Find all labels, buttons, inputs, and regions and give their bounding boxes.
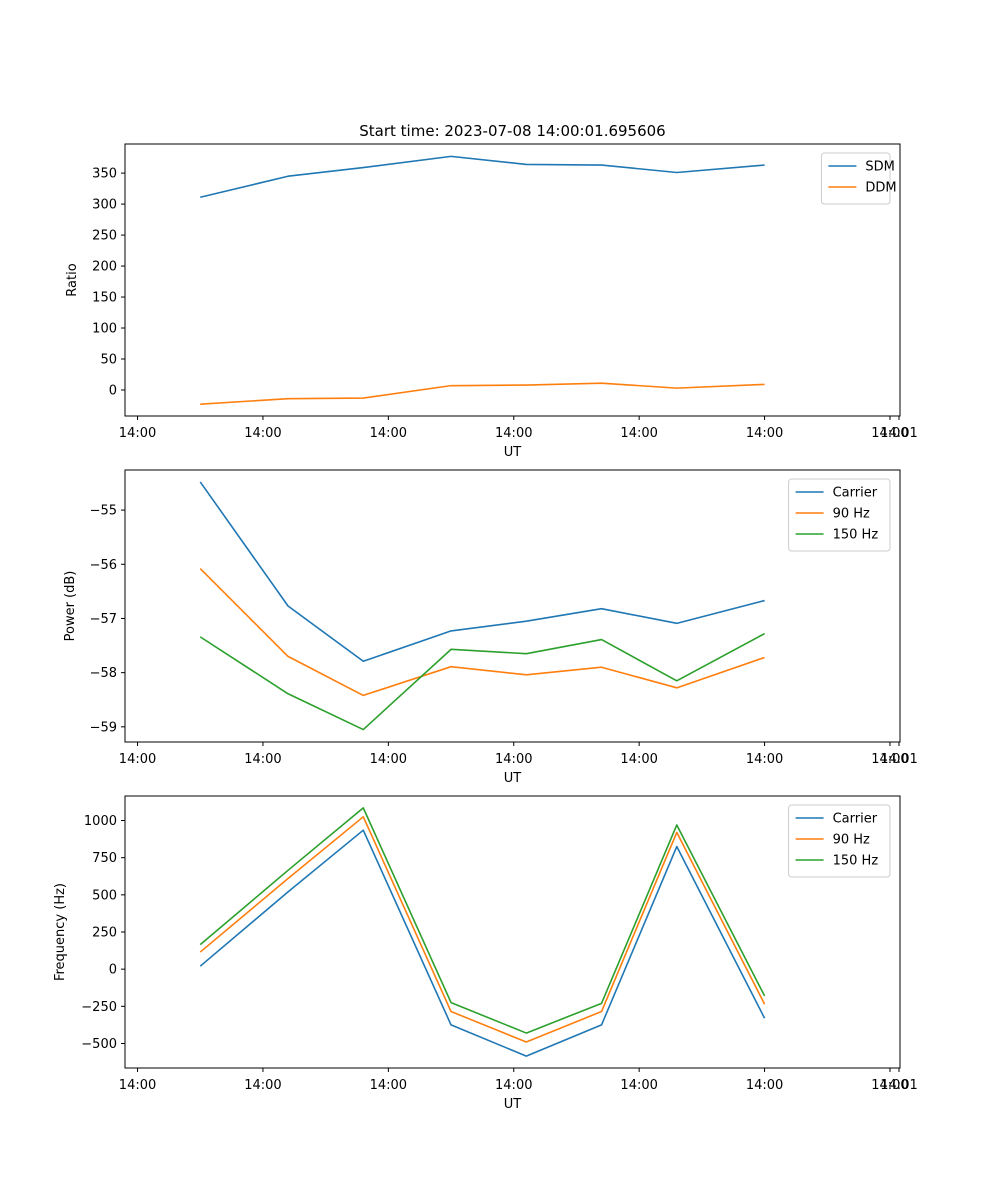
y-tick-label: 100 [92, 322, 117, 337]
x-tick-label: 14:00 [871, 752, 908, 767]
x-tick-label: 14:00 [871, 1078, 908, 1093]
x-tick-label: 14:01 [880, 1078, 917, 1093]
x-tick-label: 14:00 [495, 426, 532, 441]
y-tick-label: 300 [92, 198, 117, 213]
y-tick-label: 500 [92, 888, 117, 903]
power-panel: 14:00 14:00 14:00 14:00 14:00 14:00 14:0014:01… [63, 469, 918, 786]
y-axis-label: Frequency (Hz) [53, 883, 68, 981]
y-tick-label: −250 [81, 1000, 117, 1015]
y-tick-label: −56 [90, 558, 117, 573]
legend-box [788, 478, 891, 552]
legend-label: SDM [865, 160, 894, 175]
y-axis-label: Power (dB) [63, 571, 78, 642]
y-tick-label: 200 [92, 260, 117, 275]
ratio-panel: 14:00 14:00 14:00 14:00 14:00 14:00 14:0014:01… [65, 143, 918, 460]
x-tick-label: 14:00 [244, 1078, 281, 1093]
y-tick-label: −59 [90, 720, 117, 735]
x-tick-label: 14:00 [370, 426, 407, 441]
y-tick-label: 0 [109, 383, 117, 398]
x-tick-label: 14:00 [746, 1078, 783, 1093]
y-tick-label: −55 [90, 504, 117, 519]
series-line-carrier [199, 481, 765, 663]
x-tick-label: 14:00 [871, 426, 908, 441]
y-tick-label: −57 [90, 612, 117, 627]
legend-label: Carrier [833, 812, 878, 827]
legend-label: 90 Hz [833, 507, 870, 522]
series-line-90-hz [199, 568, 765, 697]
x-axis-label: UT [504, 445, 522, 460]
x-tick-label: 14:00 [495, 1078, 532, 1093]
legend-label: 150 Hz [833, 528, 879, 543]
legend-label: 90 Hz [833, 833, 870, 848]
x-tick-label: 14:00 [746, 426, 783, 441]
frequency-panel: 14:00 14:00 14:00 14:00 14:00 14:00 14:0014:01… [53, 795, 918, 1112]
series-line-150-hz [199, 807, 766, 1034]
x-tick-label: 14:01 [880, 426, 917, 441]
x-tick-label: 14:01 [880, 752, 917, 767]
chart-title: Start time: 2023-07-08 14:00:01.695606 [359, 122, 665, 140]
y-tick-label: 50 [100, 352, 117, 367]
plot-frame [124, 469, 901, 743]
x-tick-label: 14:00 [119, 752, 156, 767]
y-axis-label: Ratio [65, 263, 80, 296]
y-tick-label: 250 [92, 926, 117, 941]
plot-frame [124, 143, 901, 417]
x-tick-label: 14:00 [620, 1078, 657, 1093]
series-line-90-hz [199, 816, 766, 1043]
legend-box [788, 804, 891, 878]
x-tick-label: 14:00 [119, 426, 156, 441]
x-tick-label: 14:00 [620, 426, 657, 441]
y-tick-label: 750 [92, 851, 117, 866]
plot-frame [124, 795, 901, 1069]
x-tick-label: 14:00 [370, 1078, 407, 1093]
x-tick-label: 14:00 [370, 752, 407, 767]
x-tick-label: 14:00 [495, 752, 532, 767]
x-tick-label: 14:00 [119, 1078, 156, 1093]
x-tick-label: 14:00 [244, 752, 281, 767]
legend-label: 150 Hz [833, 854, 879, 869]
y-tick-label: 0 [109, 963, 117, 978]
y-tick-label: 1000 [84, 814, 117, 829]
x-tick-label: 14:00 [244, 426, 281, 441]
legend-label: DDM [865, 181, 896, 196]
series-line-ddm [200, 382, 765, 406]
series-line-carrier [199, 829, 766, 1057]
x-tick-label: 14:00 [620, 752, 657, 767]
x-tick-label: 14:00 [746, 752, 783, 767]
y-tick-label: 250 [92, 229, 117, 244]
x-axis-label: UT [504, 771, 522, 786]
series-line-sdm [200, 155, 765, 199]
legend-label: Carrier [833, 486, 878, 501]
y-tick-label: 150 [92, 291, 117, 306]
y-tick-label: −500 [81, 1037, 117, 1052]
y-tick-label: 350 [92, 167, 117, 182]
series-line-150-hz [199, 632, 765, 731]
y-tick-label: −58 [90, 666, 117, 681]
x-axis-label: UT [504, 1097, 522, 1112]
